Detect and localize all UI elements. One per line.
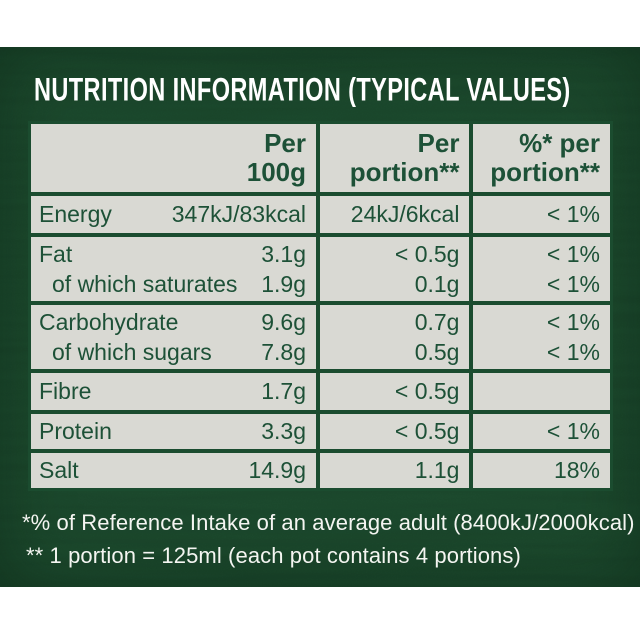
table-row-energy: Energy 347kJ/83kcal 24kJ/6kcal < 1%: [31, 196, 610, 233]
carbohydrate-per-100g: 9.6g: [261, 309, 306, 335]
salt-per-portion: 1.1g: [320, 453, 470, 488]
protein-ri: < 1%: [473, 414, 610, 449]
col-header-per-portion: Per portion**: [320, 124, 470, 192]
carbohydrate-label: Carbohydrate: [39, 309, 179, 335]
table-row-carbohydrate: Carbohydrate 9.6g of which sugars 7.8g 0…: [31, 305, 610, 369]
energy-per-100g: 347kJ/83kcal: [171, 201, 306, 227]
sugars-per-portion: 0.5g: [414, 339, 460, 365]
footnotes: *% of Reference Intake of an average adu…: [22, 506, 640, 572]
col-header-per-100g: Per 100g: [31, 124, 316, 192]
fat-ri: < 1%: [546, 241, 600, 267]
saturates-ri: < 1%: [546, 271, 600, 297]
fibre-per-portion: < 0.5g: [320, 373, 470, 410]
protein-per-portion: < 0.5g: [320, 414, 470, 449]
energy-ri: < 1%: [473, 196, 610, 233]
table-row-protein: Protein 3.3g < 0.5g < 1%: [31, 414, 610, 449]
carbohydrate-per-portion: 0.7g: [414, 309, 460, 335]
salt-per-100g: 14.9g: [248, 457, 306, 483]
nutrition-table: Per 100g Per portion** %* per portion** …: [28, 121, 613, 491]
reference-intake-footnote: *% of Reference Intake of an average adu…: [22, 510, 635, 535]
fibre-per-100g: 1.7g: [261, 378, 306, 404]
portion-definition-footnote: ** 1 portion = 125ml (each pot contains …: [26, 543, 521, 568]
salt-label: Salt: [39, 457, 79, 483]
energy-label: Energy: [39, 201, 112, 227]
fibre-label: Fibre: [39, 378, 92, 404]
saturates-per-100g: 1.9g: [261, 271, 306, 297]
col-header-ri-per-portion: %* per portion**: [473, 124, 610, 192]
saturates-per-portion: 0.1g: [414, 271, 460, 297]
carbohydrate-ri: < 1%: [546, 309, 600, 335]
nutrition-title: NUTRITION INFORMATION (TYPICAL VALUES): [34, 71, 571, 108]
table-row-fibre: Fibre 1.7g < 0.5g: [31, 373, 610, 410]
protein-per-100g: 3.3g: [261, 418, 306, 444]
nutrition-label-panel: NUTRITION INFORMATION (TYPICAL VALUES) P…: [0, 47, 640, 587]
saturates-label: of which saturates: [52, 271, 238, 297]
sugars-per-100g: 7.8g: [261, 339, 306, 365]
fibre-ri: [473, 373, 610, 410]
energy-per-portion: 24kJ/6kcal: [320, 196, 470, 233]
protein-label: Protein: [39, 418, 112, 444]
table-header-row: Per 100g Per portion** %* per portion**: [31, 124, 610, 192]
salt-ri: 18%: [473, 453, 610, 488]
sugars-ri: < 1%: [546, 339, 600, 365]
fat-per-portion: < 0.5g: [394, 241, 460, 267]
table-row-salt: Salt 14.9g 1.1g 18%: [31, 453, 610, 488]
fat-label: Fat: [39, 241, 73, 267]
fat-per-100g: 3.1g: [261, 241, 306, 267]
sugars-label: of which sugars: [52, 339, 212, 365]
table-row-fat: Fat 3.1g of which saturates 1.9g < 0.5g …: [31, 237, 610, 301]
